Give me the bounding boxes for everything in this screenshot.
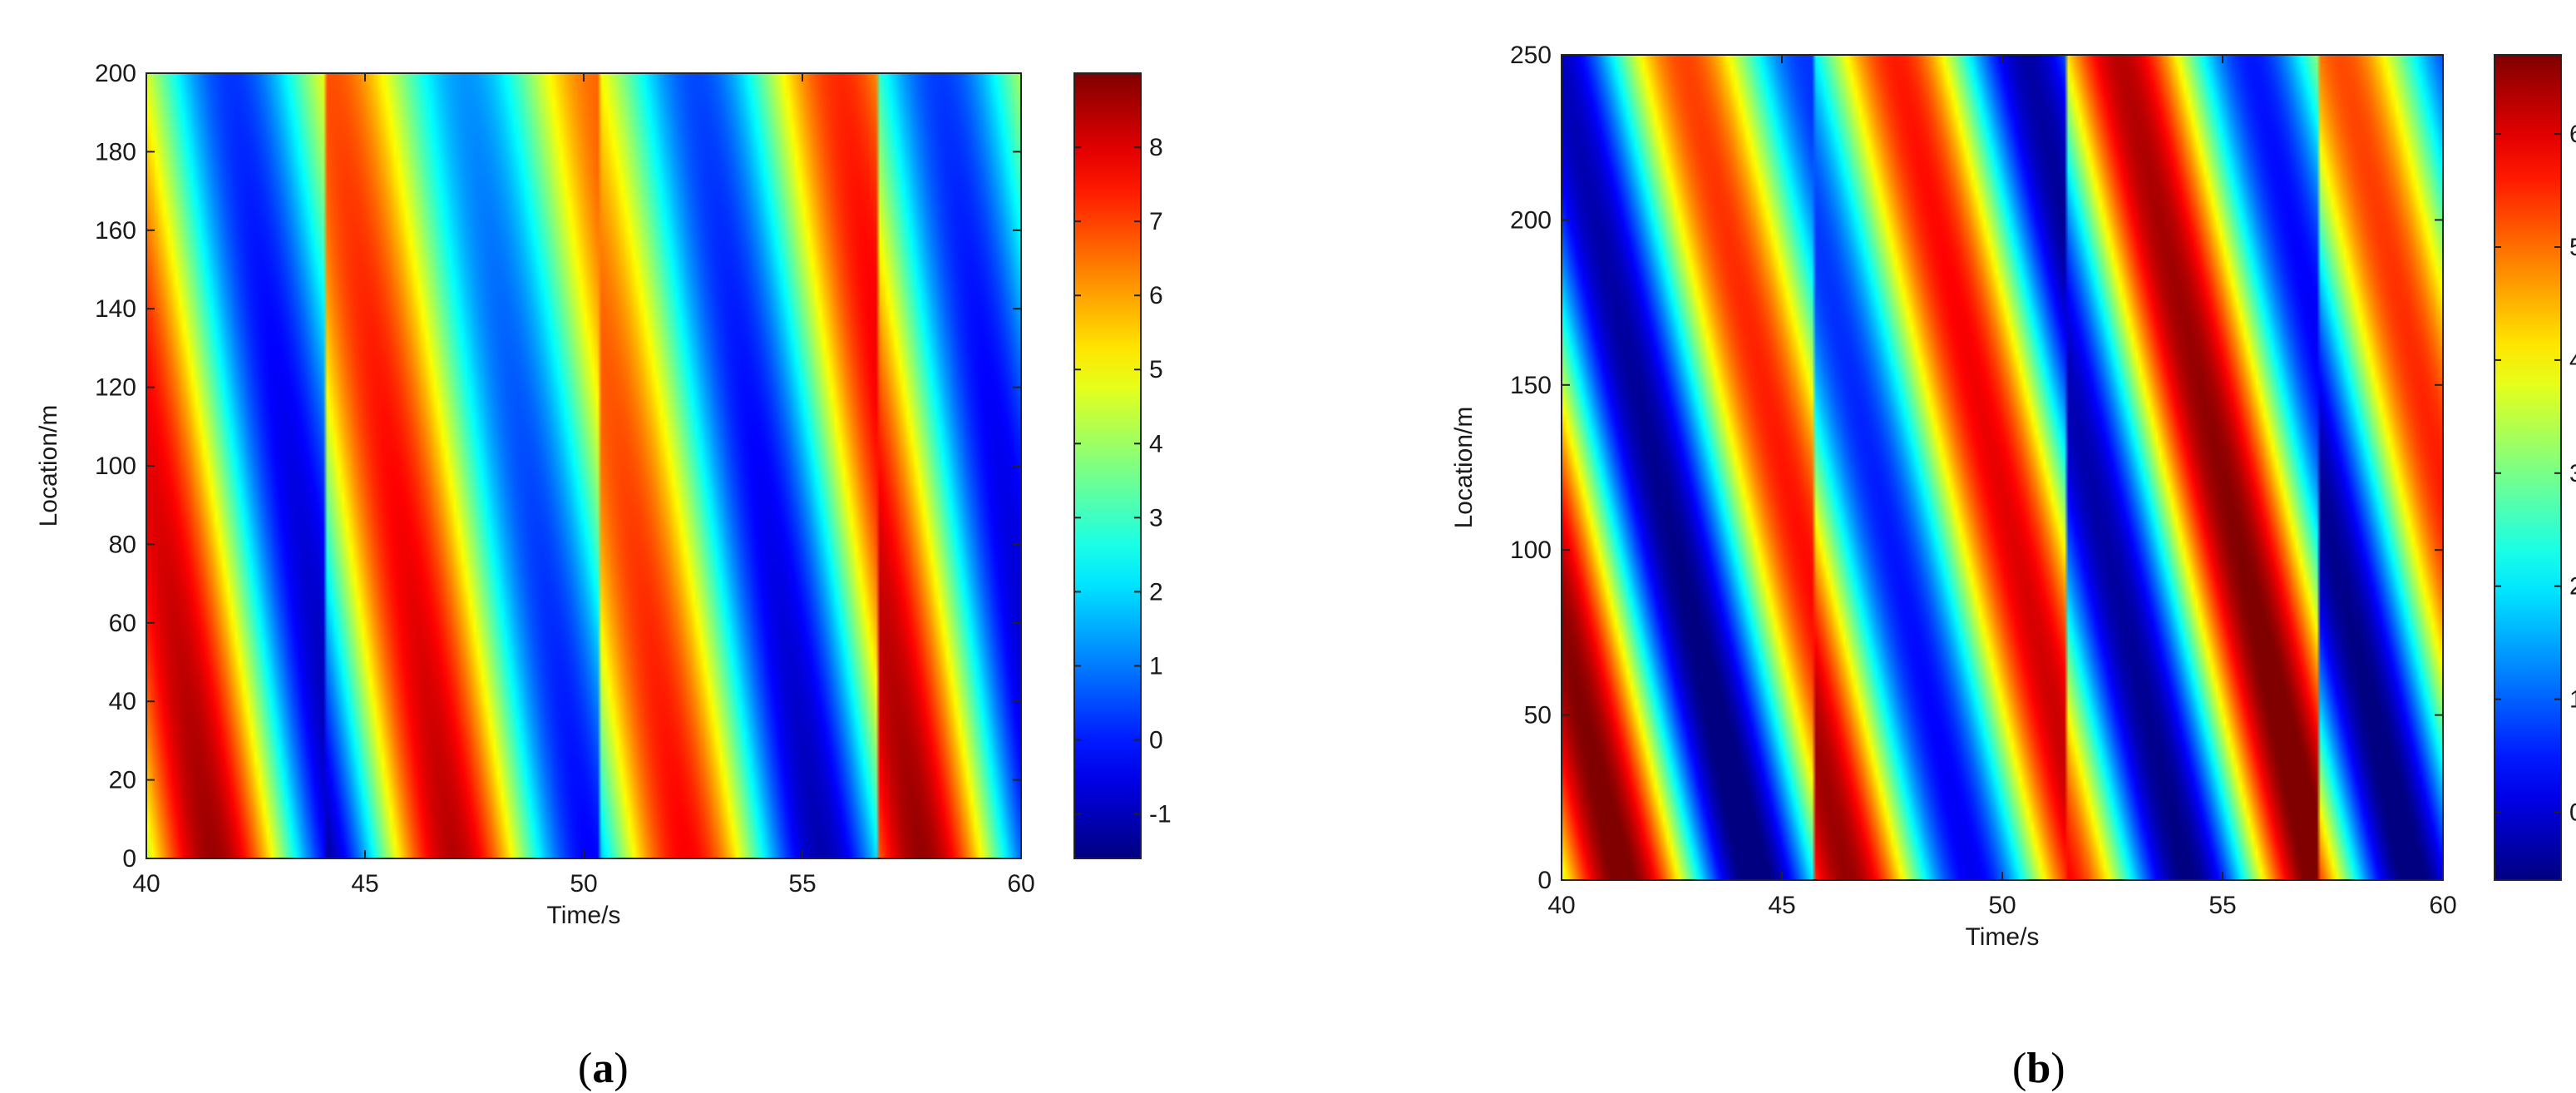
colorbar-tick-label: 7 — [1149, 208, 1163, 235]
y-tick-label: 250 — [1510, 42, 1552, 69]
x-tick-label: 50 — [1988, 892, 2016, 919]
y-tick-label: 180 — [95, 138, 136, 166]
x-tick-label: 40 — [132, 870, 160, 898]
colorbar — [2494, 54, 2562, 881]
colorbar-tick-label: 0 — [2569, 799, 2576, 826]
y-tick-label: 200 — [1510, 206, 1552, 234]
y-axis-title: Location/m — [1450, 407, 1478, 529]
colorbar-tick-label: 6 — [1149, 282, 1163, 309]
x-axis-title: Time/s — [1966, 923, 2040, 951]
colorbar-tick-label: 3 — [1149, 504, 1163, 532]
y-tick-label: 160 — [95, 217, 136, 245]
y-tick-label: 80 — [109, 531, 136, 558]
caption-a-letter: a — [592, 1045, 614, 1092]
y-tick-label: 20 — [109, 767, 136, 794]
x-tick-label: 40 — [1547, 892, 1575, 919]
y-tick-label: 100 — [95, 453, 136, 480]
colorbar-tick-label: 0 — [1149, 727, 1163, 754]
x-tick-label: 45 — [351, 870, 378, 898]
colorbar-tick-label: 5 — [2569, 234, 2576, 261]
colorbar-tick-label: 2 — [1149, 578, 1163, 606]
colorbar-tick-label: 8 — [1149, 134, 1163, 161]
caption-b: (b) — [2012, 1045, 2065, 1092]
y-axis-title: Location/m — [35, 405, 62, 527]
x-tick-label: 45 — [1768, 892, 1795, 919]
colorbar-tick-label: 2 — [2569, 573, 2576, 601]
y-tick-label: 40 — [109, 688, 136, 715]
y-tick-label: 100 — [1510, 537, 1552, 564]
heatmap-image — [146, 73, 1021, 858]
colorbar-tick-label: 4 — [1149, 430, 1163, 457]
x-tick-label: 55 — [788, 870, 816, 898]
heatmap-image — [1562, 55, 2443, 880]
x-axis-title: Time/s — [547, 902, 621, 929]
y-tick-label: 0 — [122, 845, 136, 873]
caption-b-letter: b — [2026, 1045, 2051, 1092]
x-tick-label: 60 — [2429, 892, 2456, 919]
y-tick-label: 0 — [1537, 867, 1552, 894]
colorbar-tick-label: 1 — [1149, 652, 1163, 680]
y-tick-label: 140 — [95, 295, 136, 323]
x-tick-label: 55 — [2208, 892, 2236, 919]
y-tick-label: 200 — [95, 60, 136, 87]
colorbar-tick-label: 3 — [2569, 460, 2576, 487]
colorbar-tick-label: 6 — [2569, 121, 2576, 148]
x-tick-label: 50 — [570, 870, 597, 898]
y-tick-label: 120 — [95, 374, 136, 402]
colorbar-tick-label: 4 — [2569, 347, 2576, 374]
panel-b: 40 45 50 55 60050100150200250Time/sLocation/… — [1450, 42, 2576, 951]
colorbar — [1073, 72, 1142, 859]
colorbar-tick-label: 1 — [2569, 686, 2576, 714]
panel-a: 40 45 50 55 60020406080100120140160180200Tim… — [35, 60, 1172, 929]
x-tick-label: 60 — [1007, 870, 1034, 898]
colorbar-tick-label: 5 — [1149, 356, 1163, 383]
y-tick-label: 50 — [1524, 702, 1552, 729]
y-tick-label: 60 — [109, 610, 136, 637]
y-tick-label: 150 — [1510, 372, 1552, 399]
colorbar-tick-label: -1 — [1149, 801, 1172, 828]
caption-a: (a) — [578, 1045, 629, 1092]
